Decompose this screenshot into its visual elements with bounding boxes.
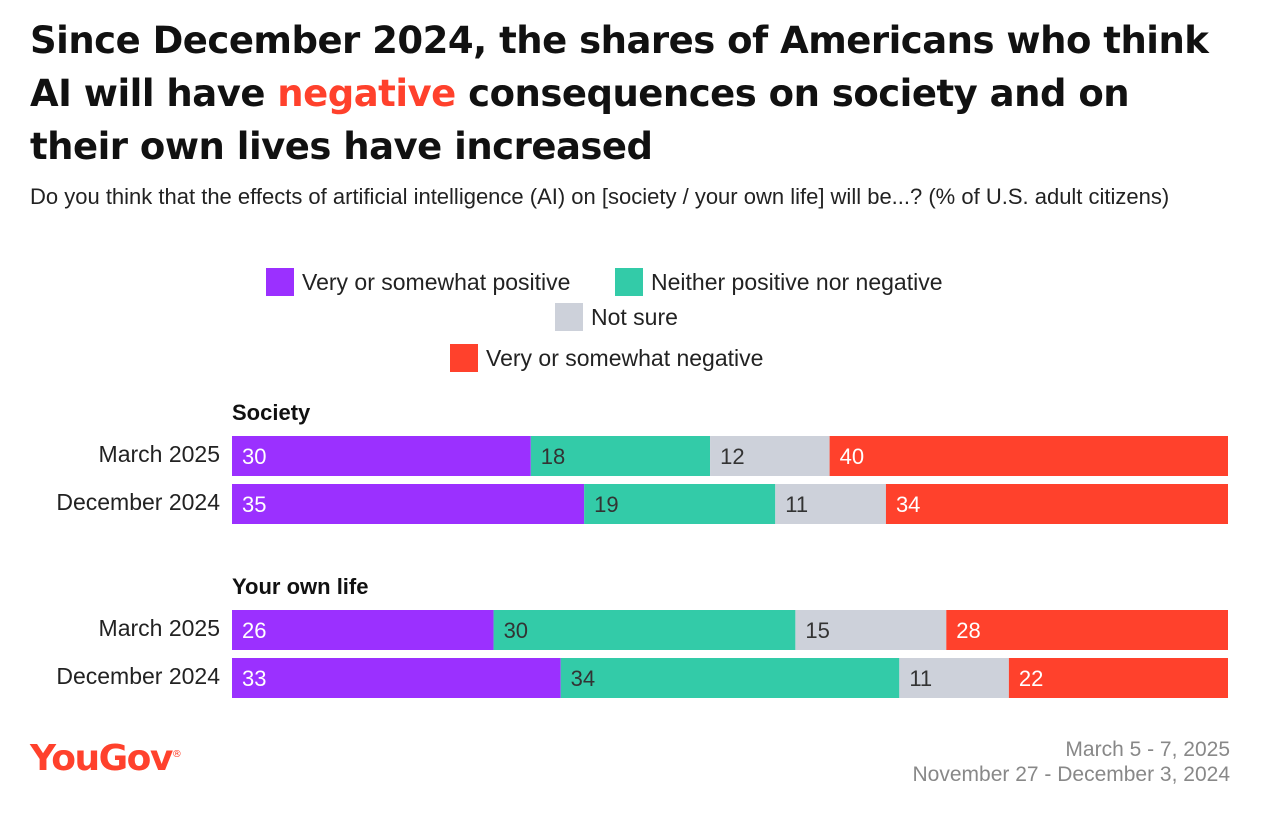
row-label-own-life-march-2025: March 2025 <box>98 615 220 641</box>
bar-own-life-december-2024-positive <box>232 658 561 698</box>
survey-date-2: November 27 - December 3, 2024 <box>912 763 1231 786</box>
logo-registered-mark: ® <box>171 749 182 760</box>
survey-dates: March 5 - 7, 2025 November 27 - December… <box>913 737 1231 787</box>
title-part-1: Since December 2024, the shares of Ameri… <box>30 19 1209 115</box>
bar-society-march-2025-not-sure <box>710 436 830 476</box>
title-part-2: consequences on society and on their own… <box>30 72 1130 168</box>
legend-swatch-positive <box>266 268 294 296</box>
bar-value-society-march-2025-positive: 30 <box>242 444 266 469</box>
legend-label-positive: Very or somewhat positive <box>302 268 571 295</box>
bar-own-life-december-2024-neither <box>560 658 900 698</box>
bar-society-march-2025-negative <box>829 436 1228 476</box>
bar-value-society-december-2024-not-sure: 11 <box>785 492 808 517</box>
bar-value-own-life-december-2024-positive: 33 <box>242 666 266 691</box>
bar-value-own-life-december-2024-not-sure: 11 <box>909 666 932 691</box>
legend-item-not-sure: Not sure <box>555 303 678 331</box>
row-label-society-december-2024: December 2024 <box>56 489 220 515</box>
logo-text: YouGov <box>30 738 173 779</box>
bar-own-life-march-2025-positive <box>232 610 494 650</box>
bar-value-society-march-2025-negative: 40 <box>840 444 864 469</box>
bar-value-own-life-december-2024-negative: 22 <box>1019 666 1043 691</box>
bar-value-own-life-march-2025-neither: 30 <box>504 618 528 643</box>
bar-value-society-december-2024-positive: 35 <box>242 492 266 517</box>
row-label-own-life-december-2024: December 2024 <box>56 663 220 689</box>
bar-own-life-december-2024-not-sure <box>899 658 1009 698</box>
bar-own-life-march-2025-neither <box>493 610 796 650</box>
bar-society-march-2025-positive <box>232 436 531 476</box>
legend-swatch-not-sure <box>555 303 583 331</box>
bar-value-own-life-march-2025-not-sure: 15 <box>805 618 829 643</box>
legend-item-neither: Neither positive nor negative <box>615 268 943 296</box>
bar-value-society-march-2025-neither: 18 <box>541 444 565 469</box>
chart-subtitle: Do you think that the effects of artific… <box>30 184 1170 209</box>
chart-title: Since December 2024, the shares of Ameri… <box>30 14 1230 173</box>
yougov-logo: YouGov® <box>30 738 182 779</box>
bar-value-own-life-december-2024-neither: 34 <box>571 666 595 691</box>
title-highlight: negative <box>277 72 456 115</box>
bar-own-life-december-2024-negative <box>1008 658 1228 698</box>
legend-swatch-negative <box>450 344 478 372</box>
row-label-society-march-2025: March 2025 <box>98 441 220 467</box>
bar-value-own-life-march-2025-positive: 26 <box>242 618 266 643</box>
survey-date-1: March 5 - 7, 2025 <box>1065 738 1230 761</box>
bar-own-life-march-2025-not-sure <box>795 610 947 650</box>
group-label-own-life: Your own life <box>232 574 369 599</box>
bar-own-life-march-2025-negative <box>946 610 1228 650</box>
legend-label-negative: Very or somewhat negative <box>486 344 764 371</box>
bar-value-society-december-2024-negative: 34 <box>896 492 920 517</box>
legend-swatch-neither <box>615 268 643 296</box>
group-label-society: Society <box>232 400 311 425</box>
legend-label-not-sure: Not sure <box>591 303 678 330</box>
bar-society-december-2024-positive <box>232 484 585 524</box>
bar-value-own-life-march-2025-negative: 28 <box>956 618 980 643</box>
bar-society-december-2024-not-sure <box>775 484 886 524</box>
bar-value-society-december-2024-neither: 19 <box>594 492 618 517</box>
legend-label-neither: Neither positive nor negative <box>651 268 943 295</box>
legend-item-positive: Very or somewhat positive <box>266 268 570 296</box>
bar-society-december-2024-negative <box>885 484 1228 524</box>
legend-item-negative: Very or somewhat negative <box>450 344 763 372</box>
bar-value-society-march-2025-not-sure: 12 <box>720 444 744 469</box>
bar-society-march-2025-neither <box>530 436 711 476</box>
bar-society-december-2024-neither <box>584 484 776 524</box>
